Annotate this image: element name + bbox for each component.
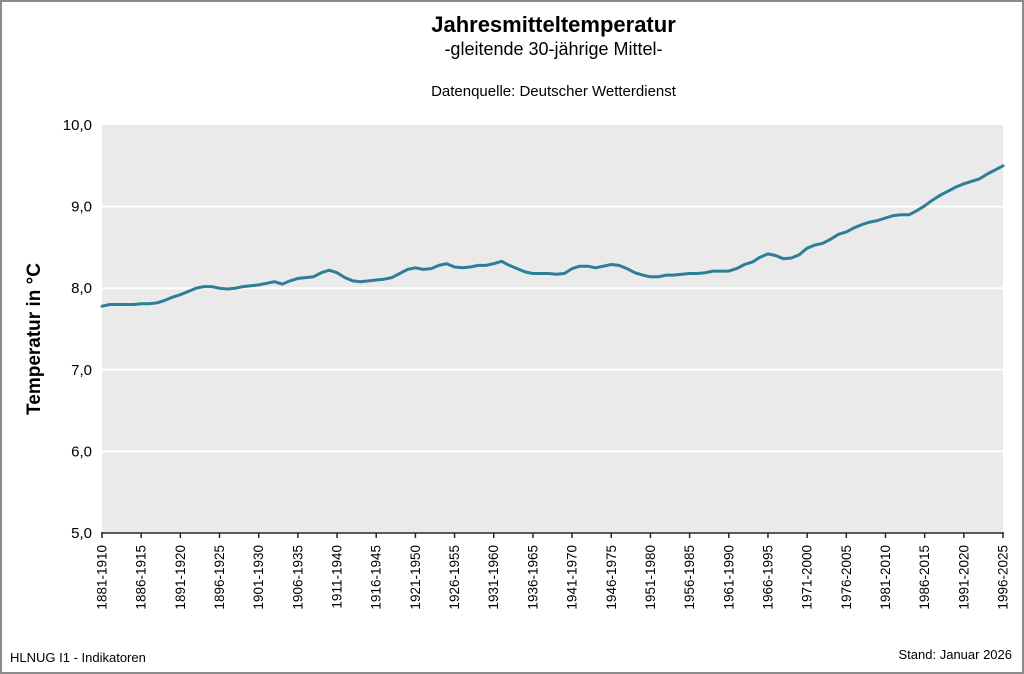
x-tick-label: 1981-2010 xyxy=(878,545,893,610)
x-tick-label: 1906-1935 xyxy=(290,545,305,610)
x-tick-label: 1916-1945 xyxy=(369,545,384,610)
y-tick-label: 5,0 xyxy=(71,525,92,542)
x-tick-label: 1896-1925 xyxy=(212,545,227,610)
x-tick-label: 1991-2020 xyxy=(956,545,971,610)
data-source-label: Datenquelle: Deutscher Wetterdienst xyxy=(431,82,676,100)
x-tick-label: 1931-1960 xyxy=(486,545,501,610)
x-tick-label: 1926-1955 xyxy=(447,545,462,610)
x-tick-label: 1911-1940 xyxy=(330,545,345,609)
y-axis-title: Temperatur in °C xyxy=(24,263,45,415)
page-title: Jahresmitteltemperatur xyxy=(431,12,676,37)
x-tick-label: 1891-1920 xyxy=(173,545,188,610)
x-tick-label: 1956-1985 xyxy=(682,545,697,610)
x-tick-label: 1976-2005 xyxy=(839,545,854,610)
x-tick-label: 1986-2015 xyxy=(917,545,932,610)
y-tick-label: 8,0 xyxy=(71,280,92,297)
y-tick-label: 9,0 xyxy=(71,199,92,216)
status-date-label: Stand: Januar 2026 xyxy=(898,647,1012,662)
x-tick-label: 1971-2000 xyxy=(800,545,815,610)
x-tick-label: 1966-1995 xyxy=(760,545,775,610)
x-tick-label: 1886-1915 xyxy=(134,545,149,610)
y-tick-label: 10,0 xyxy=(63,117,92,134)
x-tick-label: 1936-1965 xyxy=(525,545,540,610)
x-tick-label: 1961-1990 xyxy=(721,545,736,610)
x-tick-label: 1881-1910 xyxy=(95,545,110,610)
x-tick-label: 1996-2025 xyxy=(996,545,1011,610)
temperature-line xyxy=(100,164,1005,308)
title-block: Jahresmitteltemperatur -gleitende 30-jäh… xyxy=(102,12,1005,100)
page-subtitle: -gleitende 30-jährige Mittel- xyxy=(444,39,663,60)
x-tick-label: 1946-1975 xyxy=(604,545,619,610)
plot-area xyxy=(102,125,1003,533)
x-tick-label: 1921-1950 xyxy=(408,545,423,610)
x-tick-label: 1941-1970 xyxy=(565,545,580,610)
x-tick-label: 1951-1980 xyxy=(643,545,658,610)
footer-indicator-label: HLNUG I1 - Indikatoren xyxy=(10,650,146,665)
y-tick-label: 6,0 xyxy=(71,443,92,460)
x-tick-label: 1901-1930 xyxy=(251,545,266,610)
y-tick-label: 7,0 xyxy=(71,362,92,379)
